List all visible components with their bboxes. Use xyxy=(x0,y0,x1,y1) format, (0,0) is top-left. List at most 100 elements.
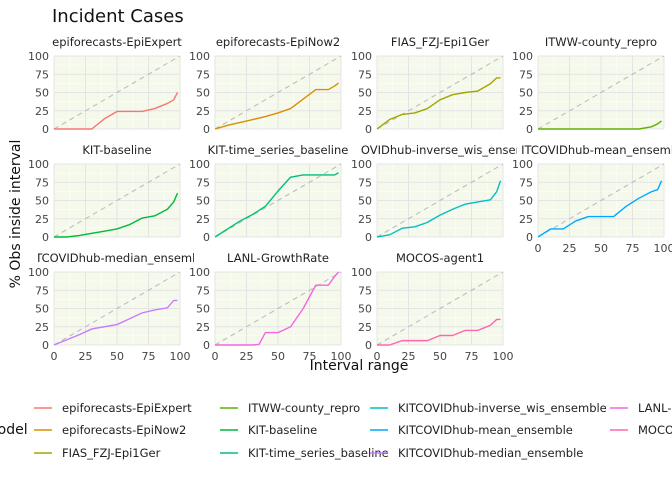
facet-panel: FIAS_FZJ-Epi1Ger 0 25 50 75 100 xyxy=(351,35,504,136)
facet-title: ITWW-county_repro xyxy=(545,35,657,49)
y-tick-label: 100 xyxy=(351,50,372,63)
y-tick-label: 0 xyxy=(526,123,533,136)
x-tick-label: 50 xyxy=(594,242,608,255)
y-tick-label: 0 xyxy=(203,123,210,136)
series-line xyxy=(54,192,179,238)
x-tick-label: 50 xyxy=(271,350,285,363)
y-tick-label: 0 xyxy=(42,123,49,136)
y-tick-label: 75 xyxy=(519,68,533,81)
facet-panel: epiforecasts-EpiExpert 0 25 50 75 100 xyxy=(28,35,182,136)
legend-item: KITCOVIDhub-mean_ensemble xyxy=(370,423,573,437)
x-tick-label: 25 xyxy=(240,350,254,363)
y-tick-label: 0 xyxy=(365,231,372,244)
legend-label: KITCOVIDhub-inverse_wis_ensemble xyxy=(398,401,607,415)
y-tick-label: 100 xyxy=(189,266,210,279)
x-axis-title: Interval range xyxy=(310,358,409,374)
facet-panel: LANL-GrowthRate 0 25 50 75 100 0 25 50 75 100 xyxy=(189,251,352,363)
facet-panel: ITWW-county_repro 0 25 50 75 100 xyxy=(512,35,665,136)
y-tick-label: 50 xyxy=(358,87,372,100)
facet-panel: epiforecasts-EpiNow2 0 25 50 75 100 xyxy=(189,35,342,136)
y-tick-label: 25 xyxy=(35,213,49,226)
series-line xyxy=(54,299,178,346)
y-tick-label: 75 xyxy=(196,284,210,297)
y-tick-label: 75 xyxy=(196,68,210,81)
series-line xyxy=(215,172,339,238)
y-tick-label: 25 xyxy=(519,105,533,118)
facet-title: MOCOS-agent1 xyxy=(396,251,484,265)
series-line xyxy=(377,318,501,346)
y-tick-label: 50 xyxy=(35,195,49,208)
legend-item: FIAS_FZJ-Epi1Ger xyxy=(34,446,161,460)
y-tick-label: 100 xyxy=(351,158,372,171)
x-tick-label: 100 xyxy=(493,350,514,363)
y-tick-label: 0 xyxy=(42,231,49,244)
legend-label: epiforecasts-EpiNow2 xyxy=(62,423,186,437)
legend: epiforecasts-EpiExpert epiforecasts-EpiNo… xyxy=(34,401,672,460)
series-line xyxy=(215,271,340,346)
x-tick-label: 50 xyxy=(110,350,124,363)
y-tick-label: 25 xyxy=(358,213,372,226)
y-tick-label: 100 xyxy=(189,50,210,63)
reference-diagonal xyxy=(376,271,504,346)
legend-item: KIT-time_series_baseline xyxy=(220,446,389,460)
series-line xyxy=(538,180,663,238)
reference-diagonal xyxy=(214,55,342,130)
x-tick-label: 75 xyxy=(626,242,640,255)
x-tick-label: 75 xyxy=(142,350,156,363)
reference-diagonal xyxy=(537,55,665,130)
facet-panel: KITCOVIDhub-mean_ensemble 0 25 50 75 100 0 25 50… xyxy=(512,143,672,255)
y-tick-label: 75 xyxy=(35,176,49,189)
x-tick-label: 0 xyxy=(212,350,219,363)
y-tick-label: 100 xyxy=(512,158,533,171)
y-tick-label: 50 xyxy=(35,87,49,100)
legend-item: epiforecasts-EpiExpert xyxy=(34,401,192,415)
facet-title: KITCOVIDhub-inverse_wis_ensemble xyxy=(336,143,545,157)
facet-panel: KIT-time_series_baseline 0 25 50 75 100 xyxy=(189,143,348,244)
facet-panel: MOCOS-agent1 0 25 50 75 100 0 25 50 75 100 xyxy=(351,251,514,363)
y-axis-title: % Obs inside interval xyxy=(8,140,24,289)
y-tick-label: 50 xyxy=(519,195,533,208)
facet-title: KITCOVIDhub-mean_ensemble xyxy=(514,143,672,157)
y-tick-label: 0 xyxy=(42,339,49,352)
x-tick-label: 25 xyxy=(402,350,416,363)
reference-diagonal xyxy=(214,163,342,238)
x-tick-label: 75 xyxy=(465,350,479,363)
x-tick-label: 0 xyxy=(374,350,381,363)
y-tick-label: 75 xyxy=(358,176,372,189)
y-tick-label: 100 xyxy=(189,158,210,171)
y-tick-label: 75 xyxy=(358,284,372,297)
legend-item: LANL-GrowthRate xyxy=(610,401,672,415)
legend-label: KITCOVIDhub-mean_ensemble xyxy=(398,423,573,437)
y-tick-label: 25 xyxy=(196,105,210,118)
legend-label: KITCOVIDhub-median_ensemble xyxy=(398,446,583,460)
x-tick-label: 100 xyxy=(331,350,352,363)
facet-title: KIT-baseline xyxy=(82,143,151,157)
y-tick-label: 100 xyxy=(512,50,533,63)
legend-item: ITWW-county_repro xyxy=(220,401,360,415)
y-tick-label: 100 xyxy=(28,50,49,63)
legend-item: KITCOVIDhub-inverse_wis_ensemble xyxy=(370,401,607,415)
facet-title: KIT-time_series_baseline xyxy=(208,143,349,157)
y-tick-label: 25 xyxy=(358,321,372,334)
legend-item: MOCOS-agent1 xyxy=(610,423,672,437)
y-tick-label: 0 xyxy=(203,339,210,352)
y-tick-label: 100 xyxy=(351,266,372,279)
y-tick-label: 50 xyxy=(358,303,372,316)
y-tick-label: 0 xyxy=(365,123,372,136)
legend-label: LANL-GrowthRate xyxy=(638,401,672,415)
series-line xyxy=(377,180,502,238)
legend-label: epiforecasts-EpiExpert xyxy=(62,401,192,415)
y-tick-label: 25 xyxy=(519,213,533,226)
series-line xyxy=(538,120,662,130)
reference-diagonal xyxy=(376,163,504,238)
y-tick-label: 50 xyxy=(358,195,372,208)
y-tick-label: 75 xyxy=(519,176,533,189)
y-tick-label: 75 xyxy=(35,284,49,297)
series-line xyxy=(215,82,339,130)
facet-title: KITCOVIDhub-median_ensemble xyxy=(24,251,209,265)
y-tick-label: 50 xyxy=(35,303,49,316)
x-tick-label: 100 xyxy=(654,242,672,255)
reference-diagonal xyxy=(53,271,181,346)
legend-label: KIT-baseline xyxy=(248,423,317,437)
facet-panel: KITCOVIDhub-median_ensemble 0 25 50 75 100 0 25… xyxy=(24,251,209,363)
